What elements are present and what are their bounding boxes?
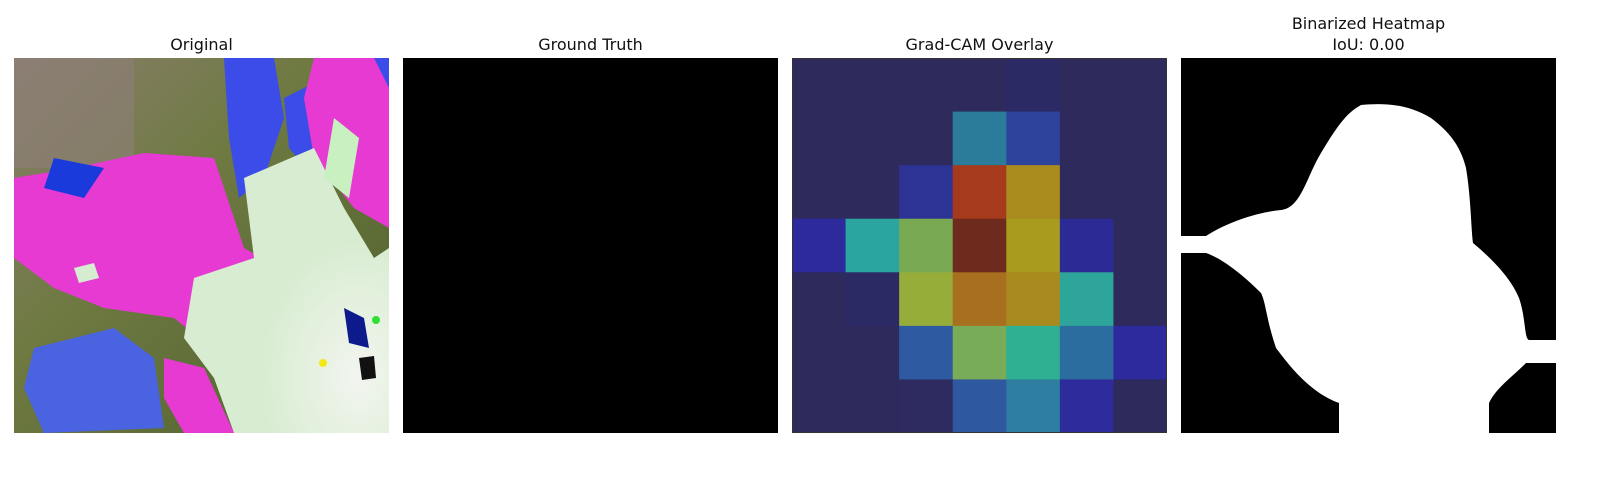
- gradcam-cell: [845, 58, 900, 113]
- gradcam-cell: [1113, 111, 1167, 166]
- gradcam-cell: [845, 111, 900, 166]
- gradcam-cell: [1006, 272, 1061, 327]
- gradcam-cell: [952, 165, 1007, 220]
- gradcam-cell: [792, 379, 847, 433]
- gradcam-cell: [1059, 379, 1115, 433]
- gradcam-cell: [1006, 325, 1061, 381]
- gradcam-cell: [1006, 218, 1061, 273]
- gradcam-cell: [1059, 272, 1115, 327]
- gradcam-cell: [1059, 218, 1115, 273]
- gradcam-cell: [792, 111, 847, 166]
- gradcam-cell: [1006, 111, 1061, 166]
- gradcam-cell: [899, 218, 954, 273]
- gradcam-cell: [899, 379, 954, 433]
- gradcam-cell: [1059, 111, 1115, 166]
- gradcam-cell: [1113, 325, 1167, 381]
- gradcam-cell: [952, 58, 1007, 113]
- gradcam-cell: [792, 165, 847, 220]
- gradcam-cell: [845, 272, 900, 327]
- gradcam-cell: [845, 218, 900, 273]
- gradcam-cell: [1113, 58, 1167, 113]
- original-image: [14, 58, 389, 433]
- binarized-heatmap-title: Binarized Heatmap: [1291, 14, 1446, 33]
- gradcam-cell: [792, 58, 847, 113]
- gradcam-cell: [1113, 379, 1167, 433]
- binarized-heatmap: [1181, 58, 1556, 433]
- gradcam-cell: [1059, 325, 1115, 381]
- gradcam-cell: [792, 272, 847, 327]
- ground-truth-title: Ground Truth: [538, 35, 643, 54]
- gradcam-cell: [1006, 58, 1061, 113]
- original-title: Original: [170, 35, 233, 54]
- gradcam-cell: [1006, 165, 1061, 220]
- gradcam-cell: [952, 272, 1007, 327]
- gradcam-cell: [952, 111, 1007, 166]
- gradcam-cell: [952, 218, 1007, 273]
- iou-label: IoU: 0.00: [1332, 35, 1405, 54]
- gradcam-cell: [899, 58, 954, 113]
- gradcam-cell: [792, 325, 847, 381]
- gradcam-cell: [792, 218, 847, 273]
- gradcam-overlay: [792, 58, 1167, 433]
- gradcam-cell: [952, 379, 1007, 433]
- gradcam-cell: [952, 325, 1007, 381]
- gradcam-cell: [1006, 379, 1061, 433]
- gradcam-cell: [899, 272, 954, 327]
- gradcam-cell: [899, 165, 954, 220]
- gradcam-cell: [845, 379, 900, 433]
- gradcam-cell: [1113, 165, 1167, 220]
- gradcam-cell: [1059, 165, 1115, 220]
- ground-truth-mask: [403, 58, 778, 433]
- gradcam-overlay-title: Grad-CAM Overlay: [905, 35, 1054, 54]
- gradcam-cell: [1059, 58, 1115, 113]
- gradcam-cell: [1113, 272, 1167, 327]
- gradcam-cell: [845, 165, 900, 220]
- gradcam-cell: [899, 111, 954, 166]
- gradcam-cell: [845, 325, 900, 381]
- gradcam-cell: [899, 325, 954, 381]
- gradcam-cell: [1113, 218, 1167, 273]
